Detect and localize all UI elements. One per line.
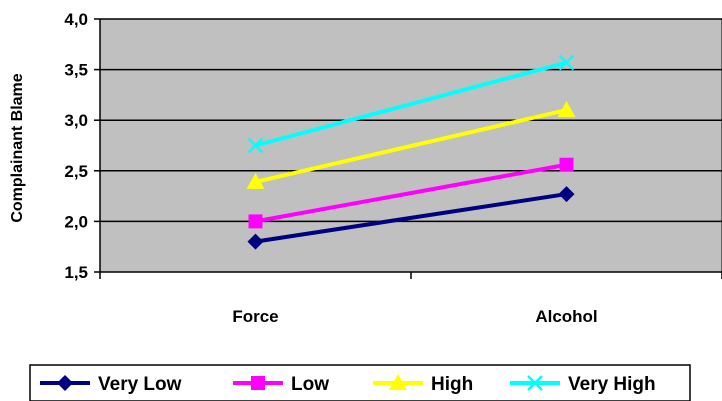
series-low <box>248 157 574 229</box>
series-line <box>255 192 567 244</box>
legend-label: Low <box>291 374 329 395</box>
data-point <box>247 137 264 154</box>
y-tick-label: 2,5 <box>64 162 88 181</box>
legend-item: Very Low <box>40 374 182 395</box>
x-tick-label: Alcohol <box>535 307 597 326</box>
series-layer <box>246 54 576 250</box>
data-point <box>246 172 265 189</box>
legend-label: High <box>431 374 473 395</box>
legend: Very Low Low High Very High <box>29 364 691 401</box>
y-tick-label: 3,5 <box>64 61 88 80</box>
y-tick-label: 1,5 <box>64 263 88 282</box>
gridlines <box>100 18 722 223</box>
y-tick-label: 4,0 <box>64 10 88 29</box>
series-very-high <box>247 54 575 154</box>
y-axis-title: Complainant Blame <box>9 73 26 222</box>
series-very-low <box>247 186 575 250</box>
legend-item: Low <box>233 374 329 395</box>
series-line <box>254 60 568 148</box>
legend-marker <box>251 376 265 390</box>
data-point <box>558 186 575 203</box>
y-tick-label: 3,0 <box>64 111 88 130</box>
legend-item: High <box>373 374 473 395</box>
series-line <box>255 108 567 184</box>
legend-marker <box>527 375 543 391</box>
data-point <box>559 157 574 172</box>
data-point <box>248 214 263 229</box>
series-line <box>255 162 567 224</box>
legend-marker <box>389 374 407 390</box>
legend-marker <box>57 375 73 391</box>
legend-box <box>29 364 691 401</box>
y-axis-ticks: 1,5 2,0 2,5 3,0 3,5 4,0 <box>64 10 101 282</box>
data-point <box>558 54 575 71</box>
data-point <box>247 233 264 250</box>
legend-label: Very Low <box>98 374 182 395</box>
x-axis-ticks: Force Alcohol <box>99 271 722 326</box>
legend-label: Very High <box>568 374 656 395</box>
legend-item: Very High <box>510 374 656 395</box>
series-high <box>246 101 576 189</box>
data-point <box>557 101 576 118</box>
x-tick-label: Force <box>232 307 278 326</box>
y-tick-label: 2,0 <box>64 212 88 231</box>
